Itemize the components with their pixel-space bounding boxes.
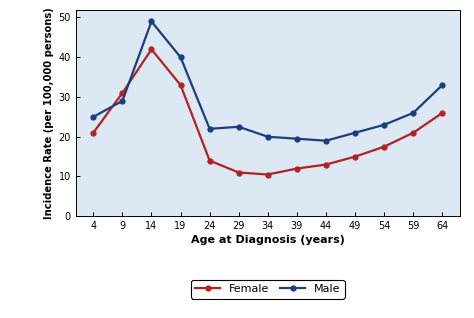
Line: Male: Male [91, 19, 445, 143]
X-axis label: Age at Diagnosis (years): Age at Diagnosis (years) [191, 235, 345, 245]
Male [178, 55, 183, 59]
Female [236, 170, 242, 174]
Female [149, 47, 155, 51]
Male [207, 127, 212, 131]
Male [323, 139, 329, 142]
Male [236, 125, 242, 129]
Legend: Female, Male: Female, Male [191, 280, 345, 299]
Male [352, 131, 358, 135]
Female [323, 162, 329, 167]
Male [381, 123, 387, 127]
Female [91, 131, 96, 135]
Female [410, 131, 416, 135]
Female [119, 91, 125, 95]
Y-axis label: Incidence Rate (per 100,000 persons): Incidence Rate (per 100,000 persons) [45, 7, 55, 219]
Male [439, 83, 445, 87]
Female [207, 159, 212, 162]
Male [91, 115, 96, 119]
Female [265, 173, 271, 176]
Male [265, 135, 271, 139]
Male [410, 111, 416, 115]
Male [119, 99, 125, 103]
Male [149, 20, 155, 24]
Female [294, 167, 300, 170]
Female [439, 111, 445, 115]
Female [381, 145, 387, 149]
Line: Female: Female [91, 47, 445, 177]
Male [294, 137, 300, 141]
Female [178, 83, 183, 87]
Female [352, 155, 358, 158]
